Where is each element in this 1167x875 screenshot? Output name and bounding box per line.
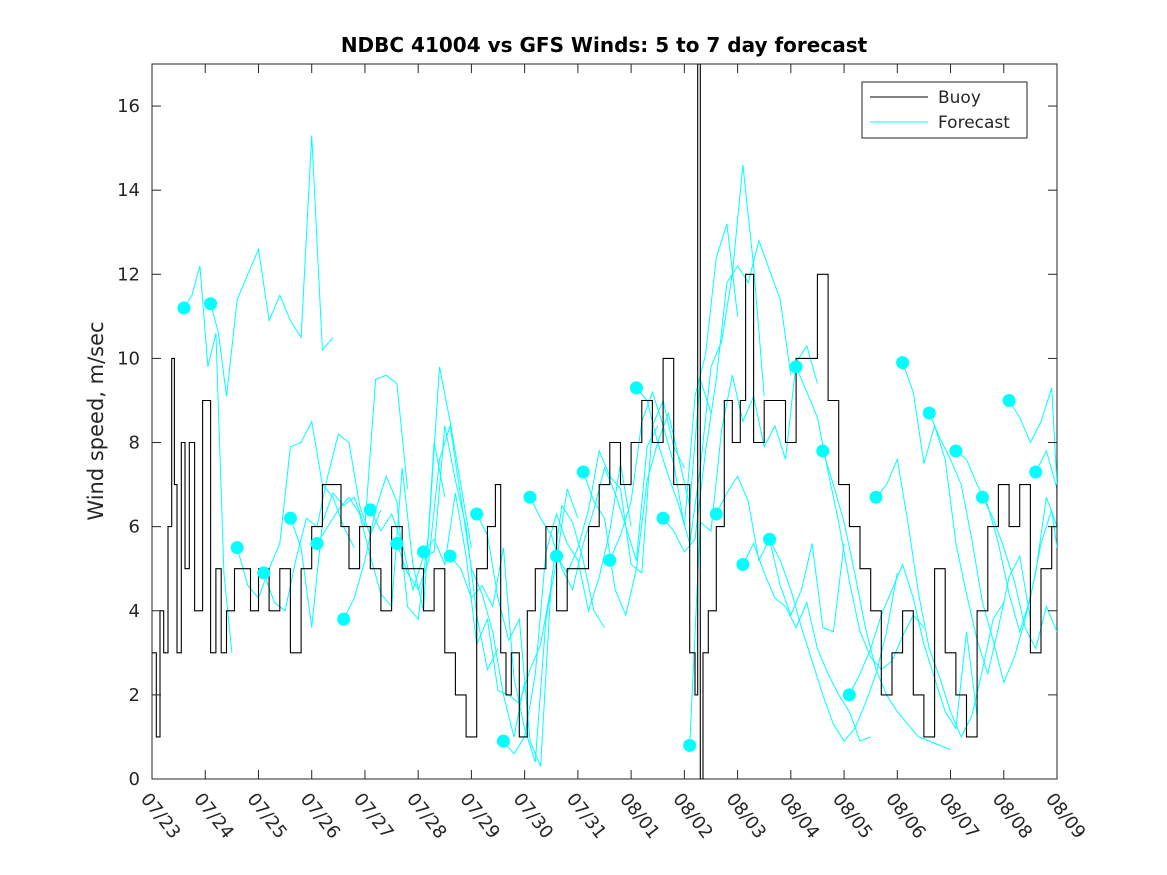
- y-tick-label: 2: [129, 685, 140, 706]
- x-tick-label: 08/07: [935, 789, 983, 843]
- forecast-line-0: [183, 265, 233, 653]
- forecast-line-18: [662, 238, 792, 553]
- x-tick-label: 07/24: [189, 789, 237, 843]
- x-tick-label: 07/26: [296, 789, 344, 843]
- x-tick-label: 08/02: [668, 789, 716, 843]
- forecast-marker-9: [417, 545, 430, 559]
- buoy-line: [152, 64, 1057, 779]
- forecast-marker-10: [443, 549, 457, 563]
- forecast-marker-25: [842, 688, 856, 702]
- y-tick-label: 0: [129, 769, 140, 790]
- forecast-marker-2: [230, 541, 244, 555]
- x-tick-label: 08/01: [615, 789, 663, 843]
- x-tick-label: 07/28: [402, 789, 450, 843]
- forecast-marker-20: [709, 507, 723, 521]
- x-tick-label: 08/08: [988, 789, 1036, 843]
- forecast-marker-13: [523, 490, 537, 504]
- forecast-line-30: [982, 496, 1057, 651]
- x-tick-label: 08/03: [722, 789, 770, 843]
- forecast-line-1: [210, 135, 334, 397]
- forecast-marker-5: [310, 536, 324, 550]
- forecast-line-22: [769, 539, 898, 742]
- forecast-line-8: [396, 425, 526, 738]
- forecast-marker-24: [816, 444, 830, 458]
- forecast-marker-14: [550, 549, 564, 563]
- y-tick-label: 14: [117, 180, 140, 201]
- forecast-marker-26: [869, 490, 883, 504]
- y-tick-label: 10: [117, 348, 140, 369]
- forecast-line-6: [343, 366, 472, 621]
- chart-title: NDBC 41004 vs GFS Winds: 5 to 7 day fore…: [341, 33, 868, 57]
- forecast-line-31: [1008, 387, 1057, 485]
- forecast-line-9: [423, 492, 552, 705]
- forecast-marker-22: [763, 532, 777, 546]
- forecast-line-32: [1035, 449, 1057, 489]
- forecast-marker-32: [1029, 465, 1043, 479]
- forecast-line-25: [848, 563, 978, 730]
- forecast-marker-16: [603, 553, 617, 567]
- forecast-marker-11: [470, 507, 484, 521]
- forecast-line-21: [742, 542, 871, 742]
- forecast-line-11: [476, 504, 605, 767]
- y-tick-label: 16: [117, 96, 140, 117]
- y-tick-label: 12: [117, 264, 140, 285]
- forecast-marker-1: [204, 297, 218, 311]
- legend-buoy-label: Buoy: [938, 88, 981, 108]
- x-tick-label: 07/30: [509, 789, 557, 843]
- forecast-marker-18: [656, 511, 670, 525]
- forecast-marker-6: [337, 612, 351, 626]
- forecast-line-2: [236, 419, 355, 600]
- forecast-marker-27: [896, 356, 910, 370]
- forecast-marker-17: [629, 381, 643, 395]
- x-tick-label: 07/31: [562, 789, 610, 843]
- forecast-marker-21: [736, 558, 750, 571]
- forecast-marker-28: [922, 406, 936, 420]
- legend: Buoy Forecast: [861, 81, 1028, 139]
- forecast-marker-30: [975, 490, 989, 504]
- x-tick-label: 07/23: [136, 789, 184, 843]
- forecast-marker-0: [177, 301, 191, 315]
- y-tick-label: 8: [129, 433, 140, 454]
- forecast-marker-3: [257, 566, 271, 580]
- x-tick-label: 07/27: [349, 789, 397, 843]
- legend-forecast-label: Forecast: [938, 113, 1010, 133]
- x-tick-label: 08/04: [775, 789, 823, 843]
- forecast-marker-15: [576, 465, 590, 479]
- forecast-marker-7: [363, 503, 377, 517]
- forecast-line-27: [902, 362, 1031, 676]
- x-tick-label: 08/09: [1041, 789, 1089, 843]
- forecast-line-13: [529, 425, 659, 592]
- x-tick-label: 07/29: [455, 789, 503, 843]
- x-tick-label: 07/25: [243, 789, 291, 843]
- forecast-line-20: [715, 475, 845, 633]
- forecast-marker-19: [683, 738, 697, 752]
- x-tick-label: 08/05: [828, 789, 876, 843]
- forecast-marker-23: [789, 360, 803, 374]
- forecast-marker-31: [1002, 393, 1016, 407]
- forecast-line-29: [955, 450, 1057, 634]
- y-tick-label: 6: [129, 517, 140, 538]
- forecast-marker-8: [390, 536, 404, 550]
- legend-box: [861, 81, 1028, 139]
- forecast-line-26: [875, 457, 1005, 739]
- forecast-marker-29: [949, 444, 963, 458]
- forecast-marker-4: [283, 511, 297, 525]
- x-tick-label: 08/06: [881, 789, 929, 843]
- plot-area: [151, 63, 1058, 780]
- y-tick-label: 4: [129, 601, 140, 622]
- y-axis-label: Wind speed, m/sec: [84, 321, 108, 520]
- forecast-line-4: [289, 374, 408, 628]
- forecast-marker-12: [496, 734, 510, 748]
